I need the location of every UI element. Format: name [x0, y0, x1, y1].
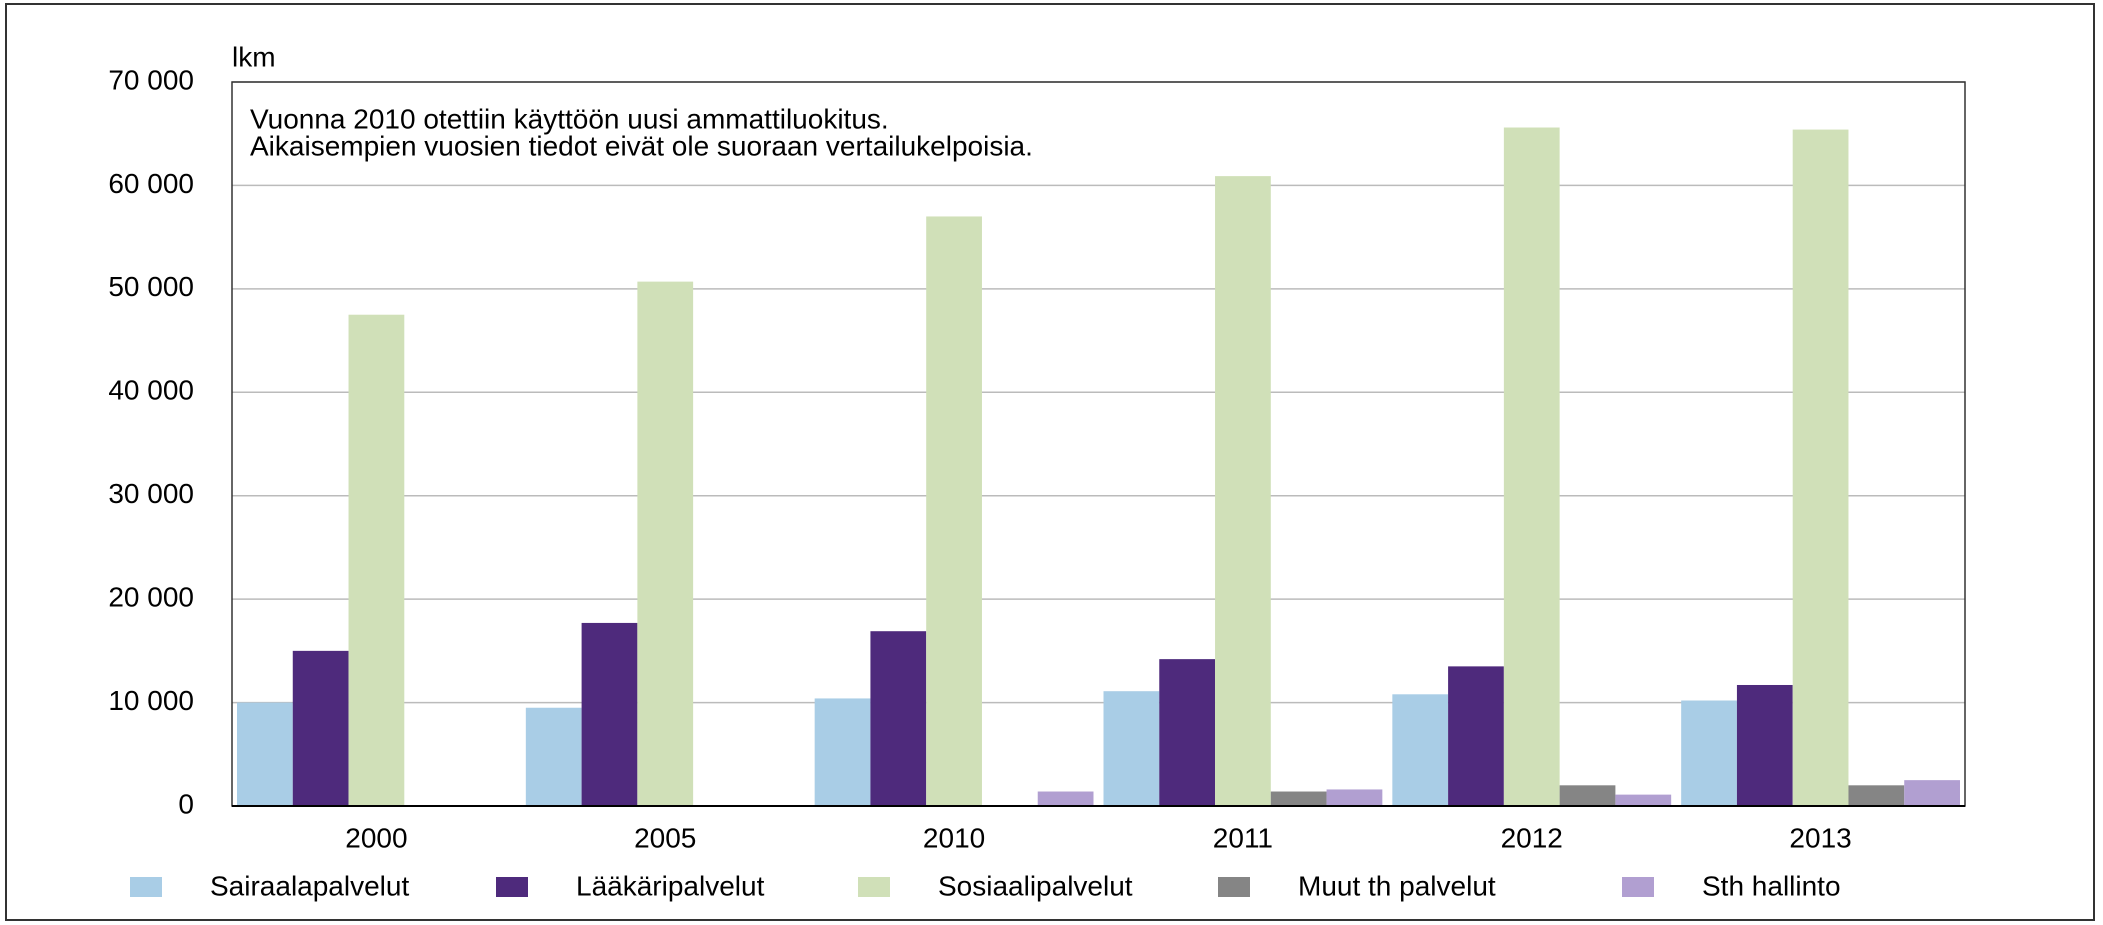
- x-tick-label: 2011: [1213, 822, 1273, 853]
- bar: [1503, 127, 1560, 807]
- x-tick-label: 2012: [1501, 822, 1563, 853]
- bar: [1159, 659, 1216, 806]
- bar: [1904, 780, 1960, 806]
- legend-swatch: [858, 877, 890, 897]
- bar: [870, 631, 927, 806]
- y-tick-label: 70 000: [108, 64, 194, 95]
- bar: [1326, 789, 1383, 806]
- legend-swatch: [1218, 877, 1250, 897]
- bar: [1848, 785, 1905, 806]
- bar: [1103, 691, 1160, 806]
- y-tick-label: 50 000: [108, 271, 194, 302]
- legend-swatch: [130, 877, 162, 897]
- bar: [1037, 791, 1094, 806]
- x-tick-label: 2000: [345, 822, 407, 853]
- bar: [1792, 129, 1849, 806]
- plot-border: [231, 81, 1966, 807]
- bar: [926, 216, 982, 806]
- x-tick-label: 2005: [634, 822, 696, 853]
- annotation: Vuonna 2010 otettiin käyttöön uusi ammat…: [250, 103, 889, 134]
- y-tick-label: 0: [178, 788, 194, 819]
- legend-label: Sth hallinto: [1702, 870, 1841, 901]
- y-tick-label: 30 000: [108, 478, 194, 509]
- legend-swatch: [1622, 877, 1654, 897]
- bar: [1270, 791, 1327, 806]
- x-tick-label: 2010: [923, 822, 985, 853]
- bar: [637, 281, 694, 806]
- bar: [525, 707, 582, 806]
- frame: [5, 3, 2095, 921]
- bar: [348, 314, 405, 806]
- bar: [1448, 666, 1504, 806]
- legend-label: Sosiaalipalvelut: [938, 870, 1133, 901]
- legend-label: Sairaalapalvelut: [210, 870, 409, 901]
- bar: [814, 698, 871, 806]
- legend-swatch: [496, 877, 528, 897]
- y-tick-label: 60 000: [108, 168, 194, 199]
- bar: [1615, 794, 1672, 806]
- unit-label: lkm: [232, 41, 276, 72]
- annotation: Aikaisempien vuosien tiedot eivät ole su…: [250, 130, 1033, 161]
- bar: [237, 702, 293, 806]
- legend-label: Muut th palvelut: [1298, 870, 1496, 901]
- bar: [1736, 684, 1793, 806]
- bar: [1392, 694, 1449, 806]
- y-tick-label: 40 000: [108, 375, 194, 406]
- bar: [1559, 785, 1616, 806]
- bar: [1215, 176, 1271, 806]
- y-tick-label: 10 000: [108, 685, 194, 716]
- bar: [1681, 700, 1737, 806]
- bar: [581, 622, 638, 806]
- y-tick-label: 20 000: [108, 582, 194, 613]
- x-tick-label: 2013: [1789, 822, 1851, 853]
- bar: [292, 650, 349, 806]
- legend-label: Lääkäripalvelut: [576, 870, 765, 901]
